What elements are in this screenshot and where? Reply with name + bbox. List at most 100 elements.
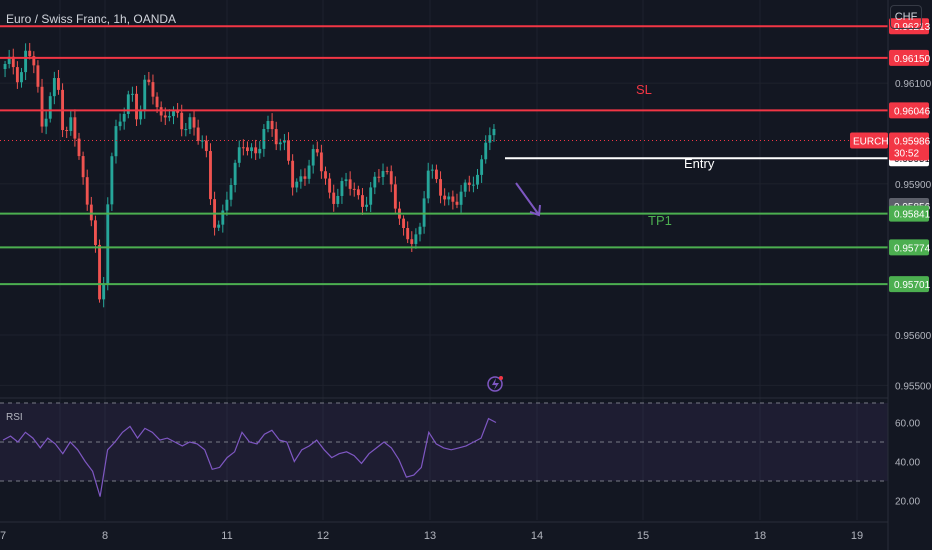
tp1-label: TP1 bbox=[648, 213, 672, 228]
rsi-tick: 20.00 bbox=[895, 497, 920, 508]
candle-body bbox=[167, 116, 171, 118]
candle-body bbox=[85, 177, 89, 205]
price-tag-value: 0.95701 bbox=[894, 280, 931, 291]
price-tag-value: 0.96213 bbox=[894, 22, 931, 33]
candle-body bbox=[356, 189, 360, 196]
candle-body bbox=[418, 226, 422, 235]
candle-body bbox=[106, 204, 110, 285]
lightning-icon[interactable] bbox=[487, 376, 503, 392]
candle-body bbox=[471, 184, 475, 186]
candle-body bbox=[402, 218, 406, 229]
price-level-tag[interactable]: 0.96046 bbox=[889, 102, 931, 119]
candle-body bbox=[340, 181, 344, 196]
candle-body bbox=[385, 171, 389, 173]
candle-body bbox=[7, 56, 11, 64]
candle-body bbox=[98, 244, 101, 300]
rsi-indicator-label[interactable]: RSI bbox=[6, 412, 23, 423]
time-tick: 14 bbox=[531, 530, 543, 542]
price-tag-bg bbox=[889, 18, 929, 35]
candle-body bbox=[492, 128, 496, 136]
candle-body bbox=[73, 117, 77, 139]
rsi-tick: 40.00 bbox=[895, 458, 920, 469]
candle-body bbox=[192, 117, 196, 128]
candle-body bbox=[447, 196, 451, 200]
candle-body bbox=[282, 140, 286, 143]
candle-body bbox=[246, 147, 249, 152]
candle-body bbox=[126, 94, 130, 114]
candle-body bbox=[172, 109, 175, 117]
candle-body bbox=[311, 149, 315, 166]
candle-body bbox=[434, 169, 438, 180]
candle-body bbox=[130, 93, 134, 95]
candle-body bbox=[488, 135, 492, 143]
candle-body bbox=[233, 162, 237, 186]
price-tick: 0.95500 bbox=[895, 381, 932, 392]
price-level-tag[interactable]: 0.95774 bbox=[889, 239, 931, 256]
candle-body bbox=[381, 171, 385, 178]
candle-body bbox=[180, 112, 184, 130]
candle-body bbox=[344, 179, 348, 182]
candle-body bbox=[139, 110, 143, 120]
candle-body bbox=[151, 82, 155, 97]
price-tag-value: 0.96046 bbox=[894, 106, 931, 117]
candle-body bbox=[32, 56, 36, 66]
current-price-value: 0.95986 bbox=[894, 137, 931, 148]
rsi-tick: 60.00 bbox=[895, 419, 920, 430]
currency-button[interactable]: CHF bbox=[890, 5, 922, 29]
candle-body bbox=[57, 78, 60, 90]
time-tick: 13 bbox=[424, 530, 436, 542]
price-tick: 0.96100 bbox=[895, 79, 932, 90]
candle-body bbox=[184, 129, 188, 131]
candle-body bbox=[476, 174, 479, 185]
candle-body bbox=[443, 195, 447, 200]
symbol-tag[interactable]: EURCHF bbox=[850, 132, 895, 149]
candle-body bbox=[426, 170, 430, 199]
time-axis[interactable]: 7 8 11 12 13 14 15 18 19 bbox=[0, 521, 888, 542]
candle-body bbox=[369, 187, 373, 205]
candle-body bbox=[291, 160, 295, 188]
price-level-tag[interactable]: 0.95841 bbox=[889, 205, 931, 222]
horizontal-levels[interactable] bbox=[0, 25, 888, 286]
candle-body bbox=[237, 147, 241, 163]
time-tick: 12 bbox=[317, 530, 329, 542]
candle-body bbox=[200, 140, 204, 142]
candle-body bbox=[3, 63, 7, 70]
price-axis[interactable]: 0.96100 0.95900 0.95600 0.95500 0.96213 0.961… bbox=[850, 0, 932, 550]
price-tag-bg bbox=[889, 102, 929, 119]
candle-body bbox=[361, 195, 364, 207]
time-tick: 8 bbox=[102, 530, 108, 542]
candle-body bbox=[455, 201, 459, 205]
time-tick: 11 bbox=[221, 530, 232, 542]
candle-body bbox=[414, 234, 418, 244]
candle-body bbox=[328, 178, 332, 193]
candle-body bbox=[315, 149, 319, 153]
rsi-line bbox=[2, 417, 497, 497]
price-tick: 0.95900 bbox=[895, 180, 932, 191]
entry-label: Entry bbox=[684, 156, 715, 171]
candle-body bbox=[287, 140, 290, 161]
symbol-tag-text: EURCHF bbox=[853, 137, 895, 148]
price-level-tag[interactable]: 0.96150 bbox=[889, 49, 931, 66]
candle-body bbox=[254, 147, 258, 154]
time-tick: 18 bbox=[754, 530, 766, 542]
candle-body bbox=[110, 156, 114, 205]
candle-body bbox=[217, 224, 221, 228]
candle-body bbox=[295, 181, 299, 188]
candle-body bbox=[377, 176, 381, 178]
candle-body bbox=[52, 78, 56, 97]
candle-body bbox=[163, 115, 167, 118]
candle-body bbox=[77, 138, 81, 157]
price-level-tag[interactable]: 0.95701 bbox=[889, 276, 931, 293]
current-price-bg bbox=[889, 132, 929, 161]
candle-body bbox=[24, 50, 28, 73]
candle-body bbox=[188, 117, 192, 130]
price-tag-value: 0.96150 bbox=[894, 54, 931, 65]
price-level-tag[interactable]: 0.96213 bbox=[889, 18, 931, 35]
candle-body bbox=[303, 176, 307, 179]
candle-body bbox=[93, 220, 97, 245]
candle-body bbox=[365, 204, 369, 207]
candle-body bbox=[20, 72, 23, 83]
time-tick: 15 bbox=[637, 530, 649, 542]
